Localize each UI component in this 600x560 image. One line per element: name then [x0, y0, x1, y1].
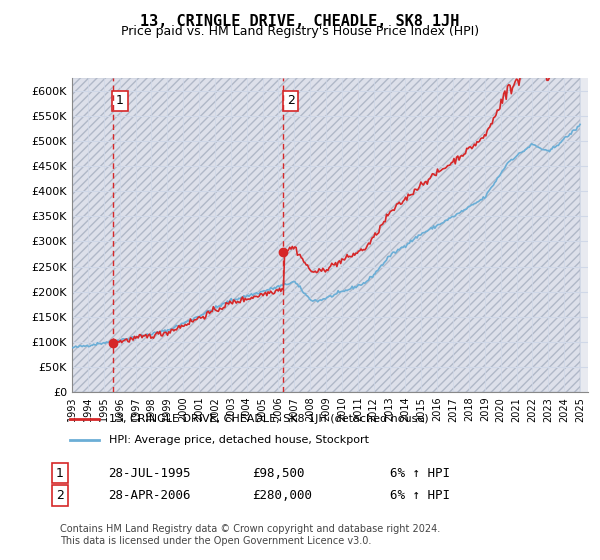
Text: HPI: Average price, detached house, Stockport: HPI: Average price, detached house, Stoc… — [109, 435, 369, 445]
Text: Contains HM Land Registry data © Crown copyright and database right 2024.
This d: Contains HM Land Registry data © Crown c… — [60, 524, 440, 546]
Text: 28-APR-2006: 28-APR-2006 — [108, 489, 191, 502]
Text: 13, CRINGLE DRIVE, CHEADLE, SK8 1JH: 13, CRINGLE DRIVE, CHEADLE, SK8 1JH — [140, 14, 460, 29]
Text: £98,500: £98,500 — [252, 466, 305, 480]
Text: 1: 1 — [56, 466, 64, 480]
Text: 6% ↑ HPI: 6% ↑ HPI — [390, 466, 450, 480]
Text: 6% ↑ HPI: 6% ↑ HPI — [390, 489, 450, 502]
Text: 1: 1 — [116, 95, 124, 108]
Text: 2: 2 — [56, 489, 64, 502]
Text: Price paid vs. HM Land Registry's House Price Index (HPI): Price paid vs. HM Land Registry's House … — [121, 25, 479, 38]
Text: 2: 2 — [287, 95, 295, 108]
Text: 13, CRINGLE DRIVE, CHEADLE, SK8 1JH (detached house): 13, CRINGLE DRIVE, CHEADLE, SK8 1JH (det… — [109, 414, 429, 424]
Text: 28-JUL-1995: 28-JUL-1995 — [108, 466, 191, 480]
Text: £280,000: £280,000 — [252, 489, 312, 502]
